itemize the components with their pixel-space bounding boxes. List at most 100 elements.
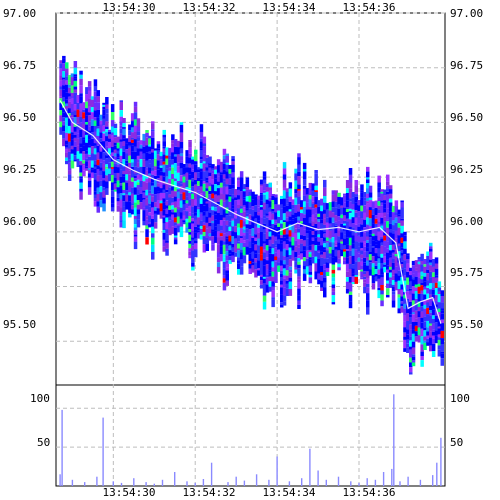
heatmap-cell-651	[153, 210, 158, 214]
heatmap-cell-1477	[277, 243, 281, 250]
heatmap-cell-1173	[231, 177, 235, 185]
heatmap-cell-77	[70, 85, 75, 93]
heatmap-cell-254	[96, 128, 100, 136]
heatmap-cell-1252	[242, 235, 247, 241]
heatmap-cell-1999	[357, 231, 361, 236]
heatmap-cell-1077	[219, 172, 224, 175]
heatmap-cell-1547	[285, 257, 290, 266]
heatmap-cell-2021	[360, 258, 364, 262]
heatmap-cell-1779	[323, 196, 327, 200]
heatmap-cell-635	[151, 226, 155, 234]
heatmap-cell-1055	[216, 159, 221, 166]
heatmap-cell-354	[110, 203, 115, 208]
heatmap-cell-29	[62, 131, 66, 139]
heatmap-cell-2492	[426, 335, 430, 339]
heatmap-cell-762	[171, 209, 175, 213]
heatmap-cell-2187	[383, 246, 387, 254]
heatmap-cell-1199	[234, 238, 238, 246]
heatmap-cell-414	[119, 222, 123, 228]
heatmap-cell-734	[168, 159, 172, 168]
heatmap-cell-1266	[245, 216, 250, 225]
heatmap-cell-114	[73, 146, 78, 156]
heatmap-cell-1503	[280, 287, 284, 295]
heatmap-cell-950	[199, 179, 204, 187]
heatmap-cell-750	[171, 146, 175, 153]
heatmap-cell-1190	[234, 189, 238, 195]
heatmap-cell-2544	[434, 282, 439, 288]
heatmap-cell-1309	[254, 237, 258, 241]
heatmap-cell-1630	[297, 264, 301, 269]
heatmap-cell-1634	[297, 282, 301, 289]
heatmap-cell-151	[82, 102, 86, 105]
heatmap-cell-1334	[259, 184, 264, 187]
heatmap-cell-1282	[248, 241, 252, 248]
heatmap-cell-1255	[242, 247, 247, 256]
heatmap-cell-2581	[440, 344, 444, 352]
heatmap-cell-2397	[411, 329, 416, 334]
heatmap-cell-2010	[360, 197, 364, 206]
heatmap-cell-99	[73, 80, 78, 87]
heatmap-cell-1872	[337, 228, 341, 231]
heatmap-cell-2497	[429, 248, 433, 252]
heatmap-cell-342	[110, 135, 115, 141]
heatmap-cell-706	[162, 223, 166, 230]
heatmap-cell-2091	[368, 260, 373, 263]
heatmap-cell-2024	[360, 269, 364, 272]
heatmap-cell-1144	[225, 270, 229, 274]
heatmap-cell-872	[188, 229, 192, 233]
heatmap-cell-2257	[391, 286, 396, 292]
heatmap-cell-578	[145, 167, 149, 171]
heatmap-cell-1031	[211, 210, 215, 216]
heatmap-cell-2369	[409, 290, 413, 295]
heatmap-cell-912	[194, 205, 198, 213]
heatmap-cell-957	[199, 213, 204, 221]
heatmap-cell-1664	[302, 236, 307, 241]
x-tick-bottom-1: 13:54:32	[183, 486, 236, 499]
heatmap-cell-784	[173, 228, 178, 236]
heatmap-cell-38	[65, 99, 69, 104]
heatmap-cell-1200	[234, 245, 238, 253]
heatmap-cell-715	[165, 168, 169, 177]
heatmap-cell-1874	[337, 236, 341, 243]
heatmap-cell-1394	[265, 239, 270, 246]
heatmap-cell-2076	[366, 307, 370, 315]
heatmap-cell-809	[179, 142, 184, 149]
heatmap-cell-517	[133, 234, 138, 237]
heatmap-cell-297	[102, 160, 106, 164]
heatmap-cell-810	[179, 148, 184, 154]
heatmap-cell-909	[194, 184, 198, 192]
heatmap-cell-1773	[320, 272, 324, 275]
heatmap-cell-2385	[411, 260, 416, 266]
heatmap-cell-2471	[423, 327, 427, 331]
heatmap-cell-1927	[345, 257, 350, 264]
heatmap-cell-356	[113, 123, 118, 129]
heatmap-cell-1898	[343, 207, 347, 213]
heatmap-cell-57	[67, 87, 72, 94]
heatmap-cell-1565	[288, 241, 293, 248]
heatmap-cell-313	[105, 132, 109, 137]
heatmap-cell-1811	[325, 248, 330, 251]
heatmap-cell-2516	[429, 345, 433, 352]
heatmap-cell-1886	[340, 223, 344, 230]
heatmap-cell-1607	[297, 153, 301, 158]
heatmap-cell-314	[105, 136, 109, 142]
heatmap-cell-1358	[262, 190, 267, 193]
heatmap-cell-1774	[320, 275, 324, 281]
heatmap-cell-1262	[245, 201, 250, 209]
heatmap-cell-2391	[411, 293, 416, 301]
heatmap-cell-1451	[274, 194, 278, 198]
heatmap-cell-530	[136, 167, 141, 173]
heatmap-cell-1328	[257, 245, 261, 254]
heatmap-cell-1140	[225, 255, 229, 261]
heatmap-cell-329	[108, 138, 112, 142]
heatmap-cell-1433	[271, 211, 275, 214]
heatmap-cell-2506	[429, 294, 433, 299]
heatmap-cell-1797	[323, 269, 327, 274]
heatmap-cell-218	[90, 167, 95, 170]
heatmap-cell-1680	[305, 230, 310, 233]
heatmap-cell-1761	[320, 198, 324, 206]
heatmap-cell-545	[139, 148, 143, 152]
heatmap-cell-1948	[348, 250, 353, 257]
heatmap-cell-2133	[377, 213, 381, 222]
heatmap-cell-838	[182, 220, 186, 222]
